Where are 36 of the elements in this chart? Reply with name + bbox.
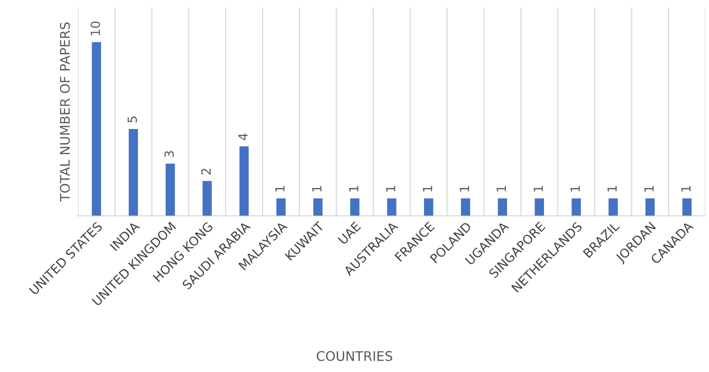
data-label: 10 (90, 22, 100, 36)
data-label: 1 (608, 186, 617, 192)
bar (92, 42, 102, 216)
bar (645, 198, 655, 216)
data-label: 5 (128, 116, 137, 122)
data-label: 1 (570, 186, 580, 192)
bar (202, 181, 212, 216)
data-label: 1 (644, 186, 654, 192)
bar (128, 128, 138, 216)
data-label: 2 (201, 168, 211, 175)
bar (534, 198, 544, 216)
data-label: 1 (422, 186, 432, 192)
data-label: 1 (496, 186, 506, 192)
data-label: 1 (534, 186, 543, 192)
data-label: 1 (312, 186, 322, 192)
data-label: 3 (164, 151, 174, 158)
bar (608, 198, 618, 216)
data-label: 1 (275, 186, 284, 192)
data-label: 1 (386, 186, 396, 192)
bar (682, 198, 692, 216)
y-axis-title: TOTAL NUMBER OF PAPERS (60, 22, 70, 202)
bar (460, 198, 470, 216)
bar (166, 164, 175, 216)
bar (572, 198, 581, 216)
bar (313, 198, 323, 216)
bar (387, 198, 396, 216)
bar (239, 146, 249, 216)
data-label: 1 (460, 186, 469, 192)
x-axis-title: COUNTRIES (316, 351, 392, 362)
bar (276, 198, 286, 216)
bar (498, 198, 508, 216)
data-label: 1 (681, 186, 690, 192)
data-label: 1 (349, 186, 358, 192)
bar (424, 198, 434, 216)
data-label: 4 (238, 134, 248, 140)
bar (350, 198, 360, 216)
